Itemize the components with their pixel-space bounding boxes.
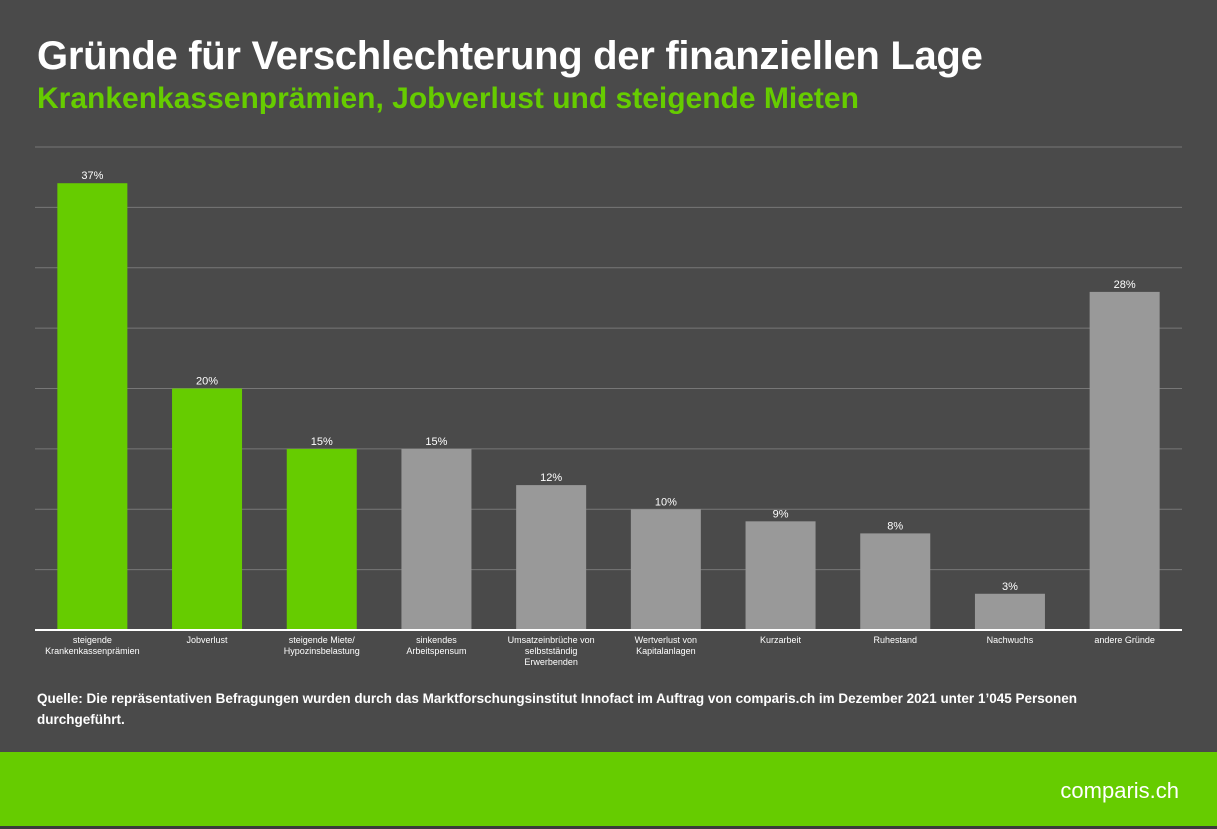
x-tick-label: Hypozinsbelastung — [284, 646, 360, 656]
x-tick-label: Krankenkassenprämien — [45, 646, 140, 656]
chart-subtitle: Krankenkassenprämien, Jobverlust und ste… — [37, 82, 859, 115]
data-label: 9% — [773, 508, 789, 520]
x-tick-label: Ruhestand — [873, 635, 917, 645]
bar — [630, 509, 701, 630]
x-tick-label: selbstständig — [525, 646, 578, 656]
bar — [286, 448, 357, 630]
x-tick-label: steigende Miete/ — [289, 635, 356, 645]
data-label: 10% — [655, 496, 677, 508]
bar — [974, 593, 1045, 630]
x-tick-label: Nachwuchs — [987, 635, 1034, 645]
bar — [57, 183, 128, 630]
data-label: 37% — [81, 170, 103, 182]
data-label: 15% — [425, 436, 447, 448]
x-tick-label: Erwerbenden — [524, 657, 578, 667]
x-tick-label: Umsatzeinbrüche von — [508, 635, 595, 645]
comparis-logo: comparis.ch — [1060, 778, 1179, 803]
data-label: 8% — [887, 520, 903, 532]
x-tick-label: Kurzarbeit — [760, 635, 802, 645]
bar — [172, 388, 243, 630]
x-tick-label: Arbeitspensum — [406, 646, 466, 656]
data-label: 15% — [311, 436, 333, 448]
bar — [745, 521, 816, 630]
bar — [516, 485, 587, 630]
x-tick-label: Wertverlust von — [635, 635, 697, 645]
source-note: Quelle: Die repräsentativen Befragungen … — [37, 691, 1077, 727]
data-label: 20% — [196, 376, 218, 388]
data-label: 3% — [1002, 581, 1018, 593]
x-tick-label: steigende — [73, 635, 112, 645]
data-label: 28% — [1114, 279, 1136, 291]
bar — [401, 448, 472, 630]
bar — [1089, 291, 1160, 630]
x-tick-label: andere Gründe — [1094, 635, 1155, 645]
bar — [860, 533, 931, 630]
data-label: 12% — [540, 472, 562, 484]
footer-bar: comparis.ch — [0, 752, 1217, 829]
x-tick-label: Kapitalanlagen — [636, 646, 696, 656]
chart-title: Gründe für Verschlechterung der finanzie… — [37, 34, 983, 78]
x-tick-label: Jobverlust — [187, 635, 229, 645]
x-tick-label: sinkendes — [416, 635, 457, 645]
